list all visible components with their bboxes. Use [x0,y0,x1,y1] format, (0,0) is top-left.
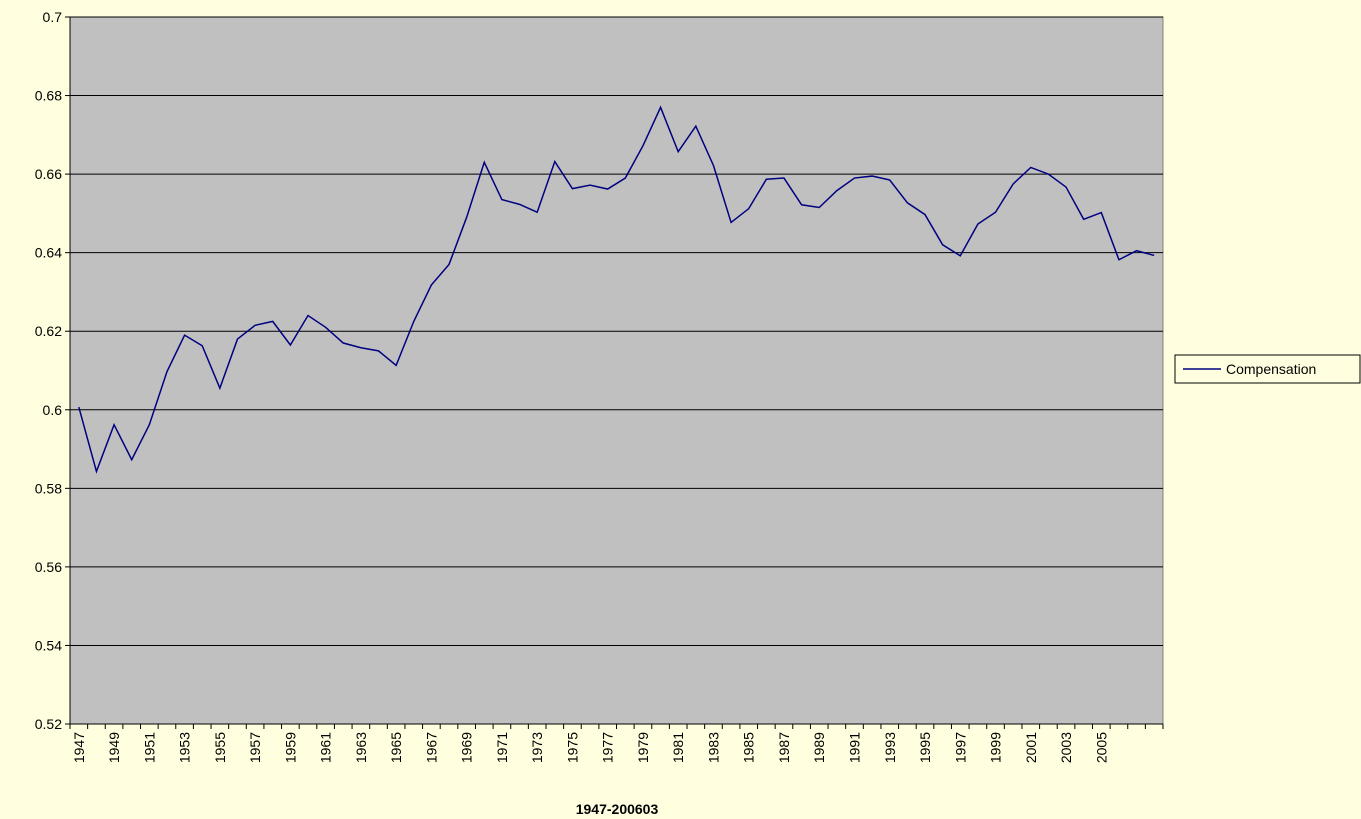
x-tick-label: 1973 [529,732,545,763]
legend-label: Compensation [1226,361,1316,377]
x-tick-label: 1995 [917,732,933,763]
x-tick-label: 1975 [564,732,580,763]
y-tick-label: 0.64 [35,245,62,261]
x-tick-label: 1999 [988,732,1004,763]
x-tick-label: 2001 [1023,732,1039,763]
x-tick-label: 2005 [1093,732,1109,763]
x-tick-label: 1997 [952,732,968,763]
plot-area [69,16,1164,725]
x-tick-label: 1957 [247,732,263,763]
x-tick-label: 1965 [388,732,404,763]
x-tick-label: 1983 [705,732,721,763]
y-tick-label: 0.6 [43,402,63,418]
x-tick-label: 1991 [846,732,862,763]
x-tick-label: 2003 [1058,732,1074,763]
x-tick-label: 1947 [71,732,87,763]
x-tick-label: 1981 [670,732,686,763]
x-tick-label: 1987 [776,732,792,763]
x-tick-label: 1971 [494,732,510,763]
x-tick-label: 1993 [882,732,898,763]
x-tick-label: 1955 [212,732,228,763]
x-tick-label: 1985 [741,732,757,763]
x-axis-title: 1947-200603 [576,801,659,817]
y-tick-label: 0.66 [35,166,62,182]
x-tick-label: 1949 [106,732,122,763]
x-tick-label: 1953 [177,732,193,763]
y-tick-label: 0.68 [35,88,62,104]
x-tick-label: 1961 [318,732,334,763]
x-tick-label: 1959 [282,732,298,763]
x-tick-label: 1963 [353,732,369,763]
x-tick-label: 1977 [600,732,616,763]
x-tick-label: 1989 [811,732,827,763]
y-tick-label: 0.54 [35,637,62,653]
y-tick-label: 0.56 [35,559,62,575]
x-tick-label: 1967 [423,732,439,763]
y-tick-label: 0.62 [35,323,62,339]
y-tick-label: 0.52 [35,716,62,732]
data-line [78,105,1155,474]
x-tick-label: 1951 [141,732,157,763]
y-tick-label: 0.7 [43,9,63,25]
y-tick-label: 0.58 [35,480,62,496]
x-tick-label: 1979 [635,732,651,763]
x-tick-label: 1969 [459,732,475,763]
